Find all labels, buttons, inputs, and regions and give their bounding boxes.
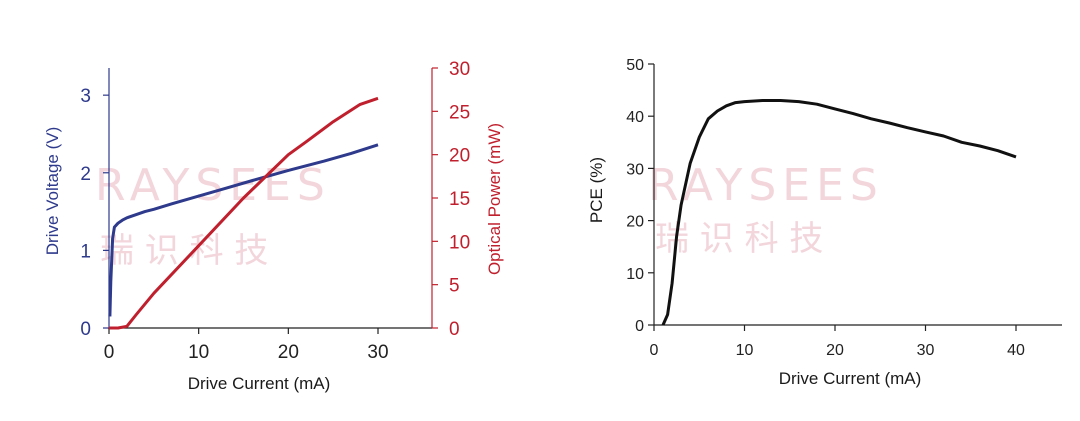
chart2-ticks: 0 10 20 30 40 50 0 10 20 30 40 (626, 57, 1025, 359)
chart2-axes (653, 64, 1062, 326)
chart1-left-tick-label: 0 (80, 319, 91, 340)
chart2-y-tick-label: 10 (626, 266, 644, 283)
watermark-chinese-right: 瑞 识 科 技 (655, 219, 823, 259)
watermark-chinese-left: 瑞 识 科 技 (100, 231, 268, 271)
chart2-y-tick-label: 30 (626, 161, 644, 178)
chart1-x-tick-label: 10 (188, 342, 209, 363)
chart2-x-axis-title: Drive Current (mA) (779, 369, 922, 388)
chart1-left-tick-label: 3 (80, 86, 91, 107)
chart1-series (108, 96, 379, 330)
chart2-y-tick-label: 0 (635, 318, 644, 335)
chart2-series (661, 99, 1017, 326)
chart2-x-tick-label: 0 (650, 342, 659, 359)
chart2-x-tick-label: 20 (826, 342, 844, 359)
chart2-x-tick-label: 40 (1007, 342, 1025, 359)
chart1-right-tick-label: 25 (449, 102, 470, 123)
chart1-right-axis-title: Optical Power (mW) (485, 123, 504, 275)
chart2-y-axis-title: PCE (%) (587, 157, 606, 223)
chart2-y-tick-label: 20 (626, 214, 644, 231)
chart1-left-tick-label: 2 (80, 164, 91, 185)
chart1-right-tick-label: 10 (449, 232, 470, 253)
chart1-right-tick-label: 15 (449, 189, 470, 210)
chart1-left-axis-title: Drive Voltage (V) (43, 127, 62, 256)
voltage-series-line (108, 143, 379, 317)
chart2-y-tick-label: 40 (626, 109, 644, 126)
watermark-layer: RAYSEES 瑞 识 科 技 RAYSEES 瑞 识 科 技 (95, 160, 884, 271)
watermark-brand-right: RAYSEES (648, 160, 884, 211)
chart1-right-tick-label: 30 (449, 59, 470, 80)
chart1-x-tick-label: 30 (367, 342, 388, 363)
pce-series-line (661, 99, 1017, 326)
watermark-brand-left: RAYSEES (95, 160, 331, 211)
chart1-right-tick-label: 5 (449, 276, 460, 297)
chart1-x-tick-label: 20 (278, 342, 299, 363)
chart1-right-tick-label: 0 (449, 319, 460, 340)
chart2-x-tick-label: 10 (736, 342, 754, 359)
chart1-left-tick-label: 1 (80, 241, 91, 262)
chart2-x-tick-label: 30 (917, 342, 935, 359)
optical-power-series-line (109, 96, 379, 330)
chart1-right-tick-label: 20 (449, 146, 470, 167)
chart1-x-tick-label: 0 (104, 342, 115, 363)
chart1-x-axis-title: Drive Current (mA) (188, 374, 331, 393)
chart2-y-tick-label: 50 (626, 57, 644, 74)
